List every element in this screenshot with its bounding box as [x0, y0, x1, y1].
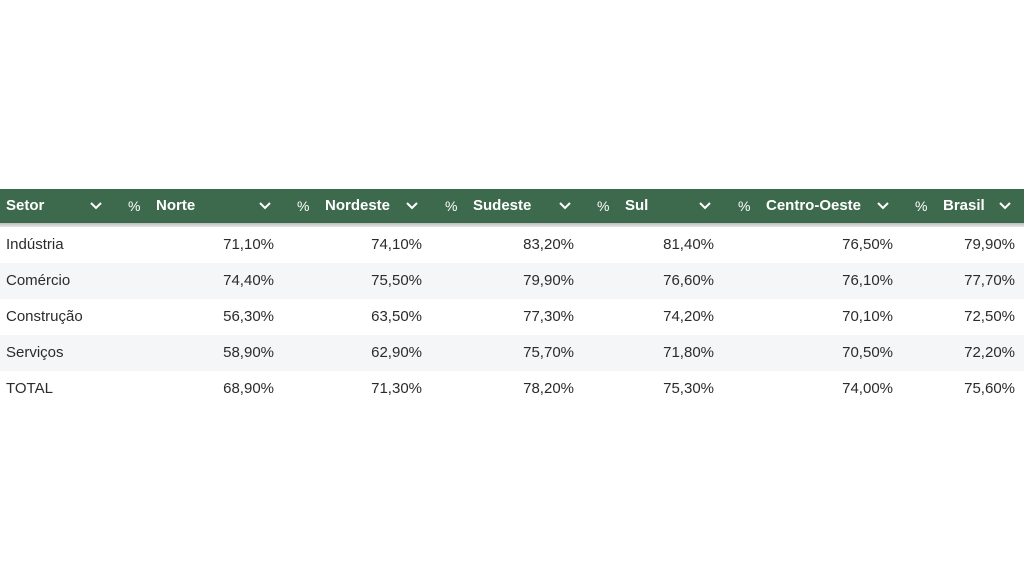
percent-label: % — [597, 198, 610, 214]
cell-sul: 74,20% — [663, 308, 714, 325]
cell-sudeste: 83,20% — [523, 236, 574, 253]
cell-nordeste: 71,30% — [371, 380, 422, 397]
cell-centro-oeste: 76,50% — [842, 236, 893, 253]
percent-label: % — [297, 198, 310, 214]
cell-brasil: 72,20% — [964, 344, 1015, 361]
header-brasil[interactable]: Brasil — [943, 197, 985, 214]
chevron-down-icon[interactable] — [557, 189, 573, 223]
cell-brasil: 77,70% — [964, 272, 1015, 289]
cell-nordeste: 74,10% — [371, 236, 422, 253]
cell-nordeste: 63,50% — [371, 308, 422, 325]
chevron-down-icon[interactable] — [875, 189, 891, 223]
table-row: Comércio 74,40% 75,50% 79,90% 76,60% 76,… — [0, 263, 1024, 299]
cell-setor: Indústria — [6, 236, 64, 253]
cell-sul: 76,60% — [663, 272, 714, 289]
cell-centro-oeste: 70,10% — [842, 308, 893, 325]
cell-sul: 71,80% — [663, 344, 714, 361]
cell-norte: 74,40% — [223, 272, 274, 289]
cell-sudeste: 77,30% — [523, 308, 574, 325]
chevron-down-icon[interactable] — [697, 189, 713, 223]
chevron-down-icon[interactable] — [404, 189, 420, 223]
cell-brasil: 75,60% — [964, 380, 1015, 397]
table-header: Setor % Norte % Nordeste % Sudeste % Sul… — [0, 189, 1024, 223]
header-centro-oeste[interactable]: Centro-Oeste — [766, 197, 862, 214]
cell-setor: Serviços — [6, 344, 64, 361]
cell-sudeste: 79,90% — [523, 272, 574, 289]
cell-norte: 56,30% — [223, 308, 274, 325]
cell-norte: 58,90% — [223, 344, 274, 361]
chevron-down-icon[interactable] — [257, 189, 273, 223]
cell-sudeste: 78,20% — [523, 380, 574, 397]
cell-setor: Comércio — [6, 272, 71, 289]
header-nordeste[interactable]: Nordeste — [325, 197, 391, 214]
cell-nordeste: 62,90% — [371, 344, 422, 361]
cell-centro-oeste: 74,00% — [842, 380, 893, 397]
percent-label: % — [915, 198, 928, 214]
percent-label: % — [445, 198, 458, 214]
data-table: Setor % Norte % Nordeste % Sudeste % Sul… — [0, 189, 1024, 407]
table-row-total: TOTAL 68,90% 71,30% 78,20% 75,30% 74,00%… — [0, 371, 1024, 407]
cell-norte: 71,10% — [223, 236, 274, 253]
table-row: Indústria 71,10% 74,10% 83,20% 81,40% 76… — [0, 227, 1024, 263]
cell-brasil: 72,50% — [964, 308, 1015, 325]
cell-nordeste: 75,50% — [371, 272, 422, 289]
header-setor[interactable]: Setor — [6, 197, 45, 214]
table-row: Construção 56,30% 63,50% 77,30% 74,20% 7… — [0, 299, 1024, 335]
header-divider — [0, 223, 1024, 227]
cell-sul: 81,40% — [663, 236, 714, 253]
percent-label: % — [128, 198, 141, 214]
header-sudeste[interactable]: Sudeste — [473, 197, 532, 214]
cell-setor: TOTAL — [6, 380, 53, 397]
cell-setor: Construção — [6, 308, 83, 325]
header-norte[interactable]: Norte — [156, 197, 196, 214]
cell-sudeste: 75,70% — [523, 344, 574, 361]
cell-centro-oeste: 76,10% — [842, 272, 893, 289]
cell-centro-oeste: 70,50% — [842, 344, 893, 361]
chevron-down-icon[interactable] — [997, 189, 1013, 223]
cell-sul: 75,30% — [663, 380, 714, 397]
cell-norte: 68,90% — [223, 380, 274, 397]
header-sul[interactable]: Sul — [625, 197, 649, 214]
table-row: Serviços 58,90% 62,90% 75,70% 71,80% 70,… — [0, 335, 1024, 371]
percent-label: % — [738, 198, 751, 214]
cell-brasil: 79,90% — [964, 236, 1015, 253]
chevron-down-icon[interactable] — [88, 189, 104, 223]
